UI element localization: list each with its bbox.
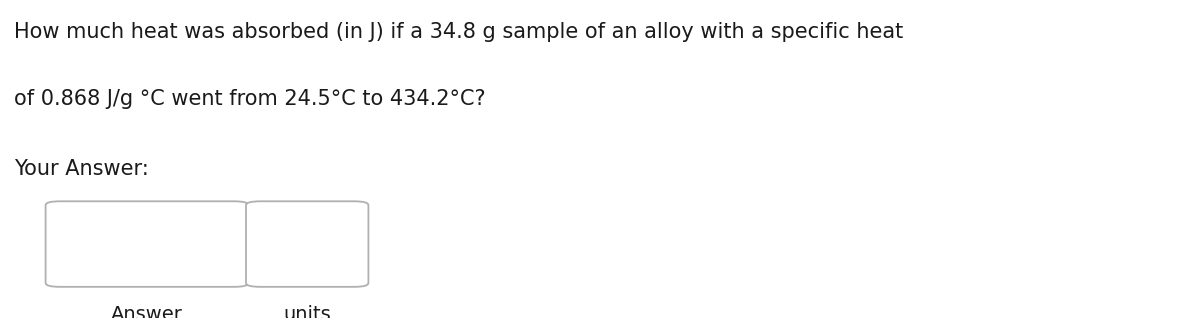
Text: Your Answer:: Your Answer: [14, 159, 149, 179]
FancyBboxPatch shape [246, 201, 368, 287]
Text: Answer: Answer [110, 305, 182, 318]
FancyBboxPatch shape [46, 201, 248, 287]
Text: How much heat was absorbed (in J) if a 34.8 g sample of an alloy with a specific: How much heat was absorbed (in J) if a 3… [14, 22, 904, 42]
Text: of 0.868 J/g °C went from 24.5°C to 434.2°C?: of 0.868 J/g °C went from 24.5°C to 434.… [14, 89, 486, 109]
Text: units: units [283, 305, 331, 318]
